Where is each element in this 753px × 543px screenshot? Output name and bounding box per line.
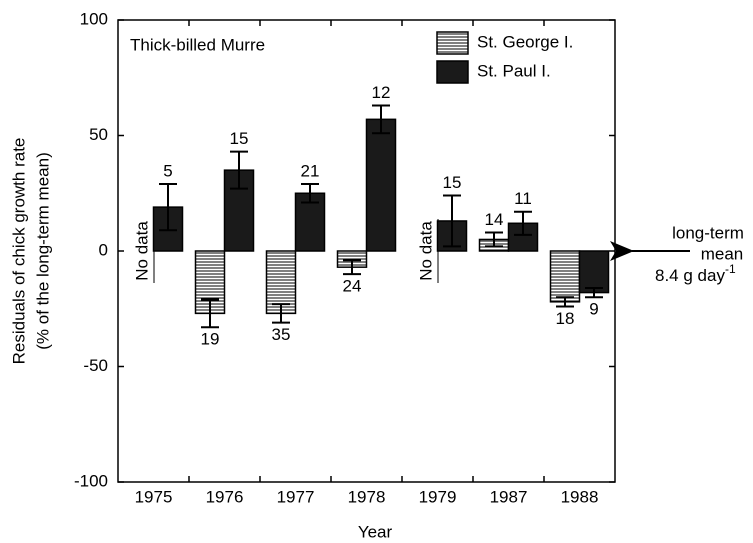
sample-size-label: 12	[372, 83, 391, 102]
annotation: mean	[701, 244, 744, 263]
y-axis-label: (% of the long-term mean)	[33, 152, 52, 349]
sample-size-label: 18	[556, 309, 575, 328]
x-tick-label: 1977	[277, 487, 315, 506]
y-tick-label: 0	[99, 240, 108, 259]
annotation: 8.4 g day-1	[655, 262, 736, 285]
y-axis-label: Residuals of chick growth rate	[9, 138, 28, 365]
bar	[507, 222, 539, 252]
bar	[365, 118, 397, 252]
sample-size-label: 15	[230, 129, 249, 148]
legend-label: St. George I.	[477, 32, 573, 51]
sample-size-label: 24	[343, 277, 362, 296]
no-data-label: No data	[416, 221, 435, 281]
y-tick-label: 50	[89, 125, 108, 144]
y-tick-label: -50	[83, 356, 108, 375]
sample-size-label: 9	[589, 300, 598, 319]
bar	[265, 250, 297, 315]
legend-swatch	[436, 60, 469, 84]
sample-size-label: 5	[163, 161, 172, 180]
sample-size-label: 15	[443, 173, 462, 192]
x-tick-label: 1978	[348, 487, 386, 506]
sample-size-label: 21	[301, 161, 320, 180]
sample-size-label: 14	[485, 210, 504, 229]
legend-swatch	[436, 31, 469, 55]
bar	[549, 250, 581, 303]
chart-title: Thick-billed Murre	[130, 35, 265, 54]
sample-size-label: 35	[272, 325, 291, 344]
sample-size-label: 19	[201, 330, 220, 349]
legend-label: St. Paul I.	[477, 61, 551, 80]
x-tick-label: 1988	[561, 487, 599, 506]
y-tick-label: 100	[80, 9, 108, 28]
annotation-text: 8.4 g day	[655, 266, 725, 285]
x-tick-label: 1987	[490, 487, 528, 506]
annotation-superscript: -1	[725, 262, 736, 276]
no-data-label: No data	[132, 221, 151, 281]
bar	[578, 250, 610, 294]
sample-size-label: 11	[514, 189, 532, 208]
x-tick-label: 1976	[206, 487, 244, 506]
x-tick-label: 1979	[419, 487, 457, 506]
x-axis-label: Year	[358, 522, 393, 541]
x-tick-label: 1975	[135, 487, 173, 506]
annotation: long-term	[672, 223, 744, 242]
y-tick-label: -100	[74, 471, 108, 490]
